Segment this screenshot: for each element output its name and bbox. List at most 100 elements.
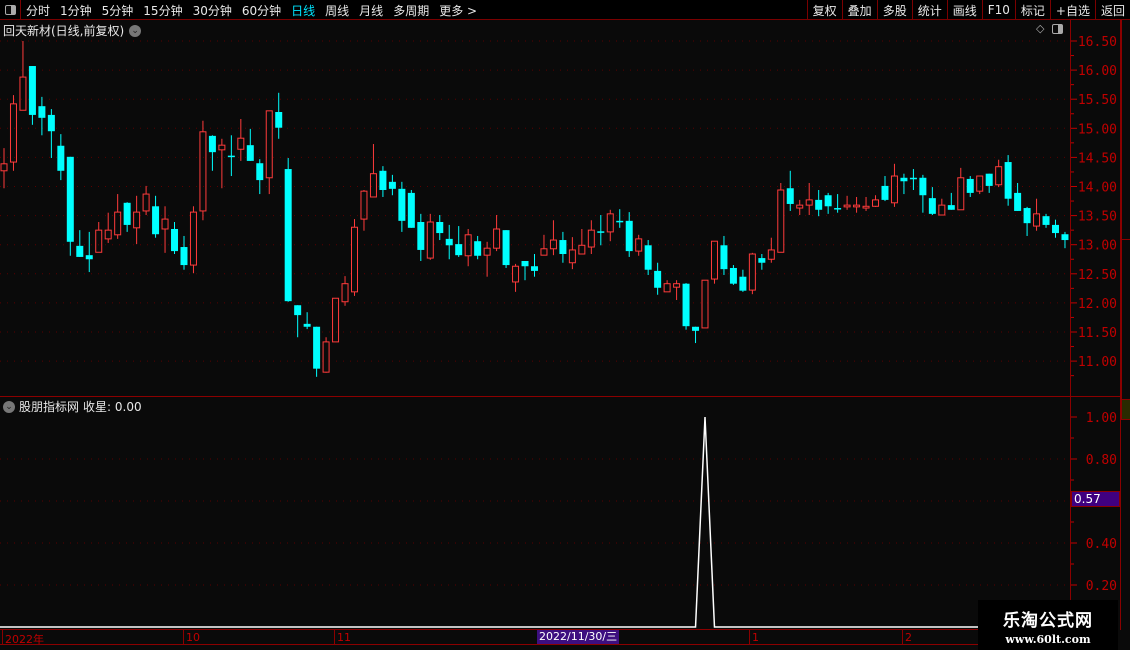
adjust-button[interactable]: 复权 (806, 0, 842, 20)
candle-up (218, 144, 226, 151)
time-tick (183, 630, 184, 644)
multi-stock-button[interactable]: 多股 (876, 0, 912, 20)
candle-up (360, 190, 368, 220)
candle-down (445, 238, 453, 246)
period-tab[interactable]: 30分钟 (192, 3, 232, 18)
candle-down (180, 247, 188, 266)
panel-toggle-icon[interactable] (0, 0, 21, 20)
watermark-url: www.60lt.com (1005, 633, 1091, 646)
period-tab[interactable]: 多周期 (393, 3, 430, 18)
period-tab-daily[interactable]: 日线 (291, 3, 316, 18)
candle-down (616, 220, 624, 223)
candle-up (663, 283, 671, 293)
candle-up (578, 244, 586, 255)
candle-up (483, 247, 491, 256)
candle-down (900, 177, 908, 182)
candle-down (1004, 162, 1012, 199)
candle-up (237, 137, 245, 150)
candle-up (351, 226, 359, 293)
candle-down (284, 169, 292, 302)
statistics-button[interactable]: 统计 (911, 0, 947, 20)
candle-down (559, 240, 567, 255)
candle-down (436, 222, 444, 234)
candle-up (549, 239, 557, 250)
candle-up (114, 211, 122, 236)
price-tick-label: 16.00 (1078, 64, 1117, 79)
stock-title[interactable]: 回天新材(日线,前复权) ⌄ (3, 22, 142, 39)
candle-down (692, 326, 700, 331)
period-tab[interactable]: 15分钟 (143, 3, 183, 18)
candle-down (47, 114, 55, 132)
candle-down (815, 199, 823, 210)
candle-up (568, 249, 576, 264)
candle-up (796, 204, 804, 209)
period-tab[interactable]: 5分钟 (101, 3, 134, 18)
side-panel-strip (1121, 20, 1130, 630)
period-tab[interactable]: 分时 (26, 3, 51, 18)
period-tab[interactable]: 月线 (359, 3, 384, 18)
candle-down (388, 181, 396, 189)
price-tick-label: 12.00 (1078, 297, 1117, 312)
candle-down (1014, 192, 1022, 211)
add-watchlist-button[interactable]: +自选 (1049, 0, 1095, 20)
candle-up (890, 175, 898, 204)
candle-down (682, 283, 690, 327)
candle-down (1042, 216, 1050, 225)
candle-up (853, 204, 861, 208)
period-tab[interactable]: 1分钟 (60, 3, 92, 18)
price-tick-label: 13.50 (1078, 210, 1117, 225)
candle-down (947, 205, 955, 210)
side-panel-section (1121, 400, 1130, 420)
diamond-icon[interactable]: ◇ (1036, 22, 1045, 35)
price-tick-label: 12.50 (1078, 268, 1117, 283)
time-tick (902, 630, 903, 644)
candle-up (805, 199, 813, 206)
candle-down (966, 178, 974, 193)
f10-button[interactable]: F10 (981, 0, 1015, 20)
chevron-down-icon[interactable]: ⌄ (129, 24, 142, 37)
indicator-name[interactable]: 股朋指标网 (19, 400, 80, 414)
candle-up (133, 211, 141, 229)
overlay-button[interactable]: 叠加 (841, 0, 877, 20)
mark-button[interactable]: 标记 (1014, 0, 1050, 20)
candle-down (227, 155, 235, 158)
side-panel-section (1121, 20, 1130, 240)
candle-up (104, 229, 112, 240)
toolbar: 分时 1分钟 5分钟 15分钟 30分钟 60分钟 日线 周线 月线 多周期 更… (0, 0, 1130, 20)
candle-up (976, 175, 984, 192)
more-button[interactable]: 更多 > (439, 3, 478, 18)
candle-up (710, 240, 718, 280)
back-button[interactable]: 返回 (1094, 0, 1130, 20)
time-label: 2 (905, 631, 912, 644)
candle-up (142, 193, 150, 212)
period-tab[interactable]: 周线 (325, 3, 350, 18)
candle-down (208, 135, 216, 153)
candle-down (739, 276, 747, 291)
chevron-down-icon[interactable]: ⌄ (3, 400, 15, 413)
period-tab[interactable]: 60分钟 (241, 3, 282, 18)
panel-separator[interactable] (0, 396, 1130, 397)
time-label: 11 (337, 631, 351, 644)
indicator-tick-label: 0.20 (1086, 579, 1117, 594)
indicator-tick-label: 0.80 (1086, 453, 1117, 468)
candle-up (767, 249, 775, 260)
candle-down (417, 222, 425, 250)
price-tick-label: 14.00 (1078, 181, 1117, 196)
candle-up (9, 103, 17, 163)
candle-down (625, 220, 633, 252)
candle-down (720, 245, 728, 270)
candle-up (862, 205, 870, 209)
price-axis (1070, 20, 1121, 630)
candle-down (1052, 224, 1060, 234)
candle-up (748, 253, 756, 291)
time-tick (334, 630, 335, 644)
indicator-value: 收星: 0.00 (83, 400, 142, 414)
time-axis: 2022年 10 11 2022/11/30/三 1 2 (0, 629, 1070, 646)
panel-toggle-icon[interactable] (1052, 23, 1064, 34)
candle-down (985, 173, 993, 186)
draw-line-button[interactable]: 画线 (946, 0, 982, 20)
candle-down (530, 266, 538, 271)
toolbar-buttons: 复权 叠加 多股 统计 画线 F10 标记 +自选 返回 (806, 0, 1130, 20)
candle-up (341, 283, 349, 303)
